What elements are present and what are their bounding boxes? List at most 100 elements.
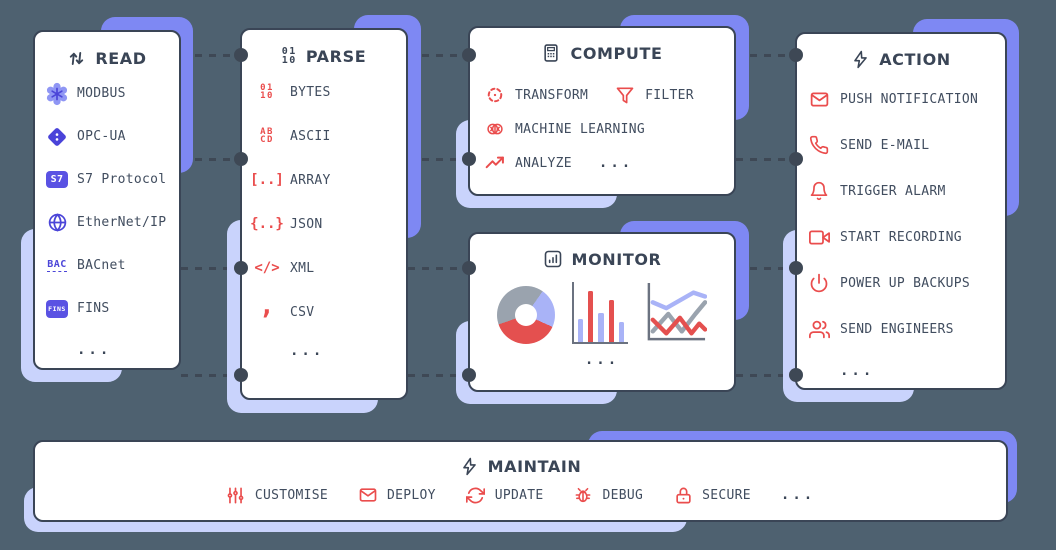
item-label: JSON (290, 216, 323, 232)
ellipsis: ... (598, 155, 634, 171)
bar-chart-icon (543, 249, 563, 269)
card-title: COMPUTE (484, 40, 734, 66)
list-item: AB CD ASCII (254, 114, 406, 158)
card-title-text: PARSE (305, 46, 367, 66)
list-item: ... (45, 330, 179, 370)
maintain-card: MAINTAIN CUSTOMISE (24, 431, 1017, 532)
connector-dot (789, 261, 803, 275)
power-icon (807, 273, 831, 293)
list-item: ... (254, 334, 406, 368)
connector-line (736, 54, 795, 57)
read-card: READ MODBUS (21, 17, 193, 382)
connector-dot (789, 368, 803, 382)
comma-icon: , (259, 291, 275, 321)
line-series-blue (650, 290, 707, 311)
item-label: ANALYZE (515, 155, 572, 171)
ellipsis: ... (290, 343, 325, 359)
connector-line (181, 54, 240, 57)
calculator-icon (541, 43, 561, 63)
list-item: FINS FINS (45, 287, 179, 330)
item-label: TRIGGER ALARM (840, 183, 946, 199)
line-series-gray (650, 300, 707, 334)
item-label: XML (290, 260, 315, 276)
card-title-text: MAINTAIN (487, 456, 582, 476)
item-label: OPC-UA (77, 129, 126, 144)
item-label: CUSTOMISE (254, 487, 328, 503)
monitor-card: MONITOR ... (456, 221, 749, 404)
bacnet-badge-text: BAC (47, 259, 67, 272)
binary-icon: 01 10 (260, 83, 274, 101)
item-label: START RECORDING (840, 229, 962, 245)
list-item: 01 10 BYTES (254, 70, 406, 114)
opcua-diamond-icon (45, 125, 69, 149)
item-label: SECURE (702, 487, 751, 503)
list-item: ANALYZE ... (484, 146, 734, 180)
list-item: DEPLOY (358, 485, 436, 505)
card-title-text: MONITOR (571, 249, 662, 269)
connector-line (181, 374, 240, 377)
connector-dot (462, 261, 476, 275)
item-label: CSV (290, 304, 315, 320)
s7-badge-icon: S7 (45, 171, 69, 188)
connector-dot (234, 261, 248, 275)
compute-card: COMPUTE TRANSFORM (456, 15, 749, 208)
maintain-items-row: CUSTOMISE DEPLOY (35, 485, 1006, 505)
list-item: START RECORDING (807, 214, 1005, 260)
list-item: PUSH NOTIFICATION (807, 76, 1005, 122)
list-item: {..} JSON (250, 202, 406, 246)
donut-hole (515, 304, 537, 326)
users-icon (807, 319, 831, 340)
list-item: OPC-UA (45, 115, 179, 158)
item-label: S7 Protocol (77, 172, 167, 187)
connector-line (736, 374, 795, 377)
filter-funnel-icon (614, 85, 636, 105)
list-item: S7 S7 Protocol (45, 158, 179, 201)
card-title: 01 10 PARSE (254, 42, 406, 70)
item-label: MACHINE LEARNING (515, 121, 646, 137)
mini-bar (598, 313, 604, 342)
ellipsis: ... (584, 352, 620, 368)
card-title: MAINTAIN (35, 453, 1006, 479)
array-brackets-icon: [..] (250, 172, 284, 188)
modbus-flower-icon (45, 82, 69, 106)
refresh-icon (466, 486, 486, 505)
connector-dot (789, 152, 803, 166)
card-title-text: ACTION (879, 49, 951, 69)
ellipsis: ... (780, 487, 816, 503)
connector-dot (234, 48, 248, 62)
fins-badge-icon: FINS (45, 299, 69, 318)
list-item: SECURE (673, 486, 751, 505)
mini-charts-row (470, 280, 734, 344)
item-label: FILTER (645, 87, 694, 103)
item-label: ASCII (290, 128, 331, 144)
line-series-red (650, 315, 707, 336)
card-title: ACTION (807, 46, 1005, 72)
ellipsis: ... (77, 342, 112, 358)
item-label: FINS (77, 301, 110, 316)
list-item: SEND E-MAIL (807, 122, 1005, 168)
list-item: CUSTOMISE (226, 486, 328, 505)
envelope-icon (358, 485, 378, 505)
sliders-icon (226, 486, 246, 505)
envelope-icon (807, 89, 831, 110)
globe-icon (45, 212, 69, 233)
connector-line (181, 158, 240, 161)
connector-line (408, 267, 468, 270)
connector-line (736, 267, 795, 270)
connector-dot (462, 48, 476, 62)
connector-dot (462, 152, 476, 166)
connector-line (408, 374, 468, 377)
connector-dot (462, 368, 476, 382)
item-label: UPDATE (494, 487, 544, 503)
line-chart-axes (647, 282, 706, 341)
connector-dot (234, 152, 248, 166)
connector-line (736, 158, 795, 161)
card-title: READ (45, 44, 179, 72)
list-item: </> XML (254, 246, 406, 290)
card-title-text: READ (95, 48, 147, 68)
action-card: ACTION PUSH NOTIFICATION (783, 19, 1019, 402)
mini-bar (618, 322, 625, 342)
bolt-icon (460, 457, 479, 476)
list-item: POWER UP BACKUPS (807, 260, 1005, 306)
s7-badge-text: S7 (46, 171, 68, 188)
